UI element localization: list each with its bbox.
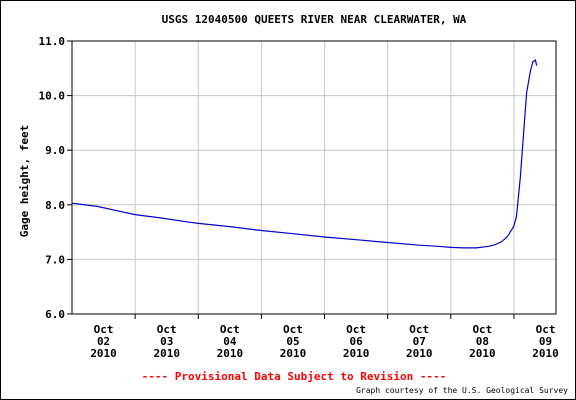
x-tick-label: 2010	[217, 347, 244, 360]
x-tick-label: 02	[97, 335, 110, 348]
gage-height-line	[71, 59, 538, 249]
x-tick-label: Oct	[220, 323, 240, 336]
y-tick-labels: 6.0 7.0 8.0 9.0 10.0 11.0	[39, 35, 72, 321]
x-tick-label: 2010	[153, 347, 180, 360]
y-axis-label: Gage height, feet	[18, 125, 31, 238]
x-tick-label: Oct	[409, 323, 429, 336]
chart-title: USGS 12040500 QUEETS RIVER NEAR CLEARWAT…	[162, 13, 467, 26]
x-tick-label: Oct	[283, 323, 303, 336]
y-tick-label: 7.0	[45, 253, 65, 266]
grid	[72, 41, 556, 314]
x-tick-label: 2010	[532, 347, 559, 360]
x-tick-label: 04	[223, 335, 237, 348]
y-tick-label: 6.0	[45, 308, 65, 321]
x-tick-label: Oct	[536, 323, 556, 336]
x-tick-label: 03	[160, 335, 173, 348]
x-tick-label: 2010	[90, 347, 117, 360]
y-tick-label: 11.0	[39, 35, 66, 48]
x-tick-label: 2010	[280, 347, 307, 360]
plot-area-border	[71, 40, 557, 315]
x-tick-labels: Oct022010Oct032010Oct042010Oct052010Oct0…	[90, 314, 559, 360]
x-tick-label: Oct	[157, 323, 177, 336]
series-lines	[71, 59, 538, 249]
y-tick-label: 9.0	[45, 144, 65, 157]
x-tick-label: 05	[286, 335, 299, 348]
x-tick-label: 06	[349, 335, 363, 348]
x-tick-label: Oct	[472, 323, 492, 336]
x-tick-label: Oct	[94, 323, 114, 336]
x-tick-label: Oct	[346, 323, 366, 336]
credit-text: Graph courtesy of the U.S. Geological Su…	[356, 386, 568, 395]
x-tick-label: 07	[413, 335, 426, 348]
x-tick-label: 2010	[406, 347, 433, 360]
x-tick-label: 09	[539, 335, 552, 348]
y-tick-label: 8.0	[45, 199, 65, 212]
x-tick-label: 2010	[469, 347, 496, 360]
y-tick-label: 10.0	[39, 90, 66, 103]
x-tick-label: 2010	[343, 347, 370, 360]
x-tick-label: 08	[476, 335, 489, 348]
provisional-notice: ---- Provisional Data Subject to Revisio…	[142, 370, 447, 383]
